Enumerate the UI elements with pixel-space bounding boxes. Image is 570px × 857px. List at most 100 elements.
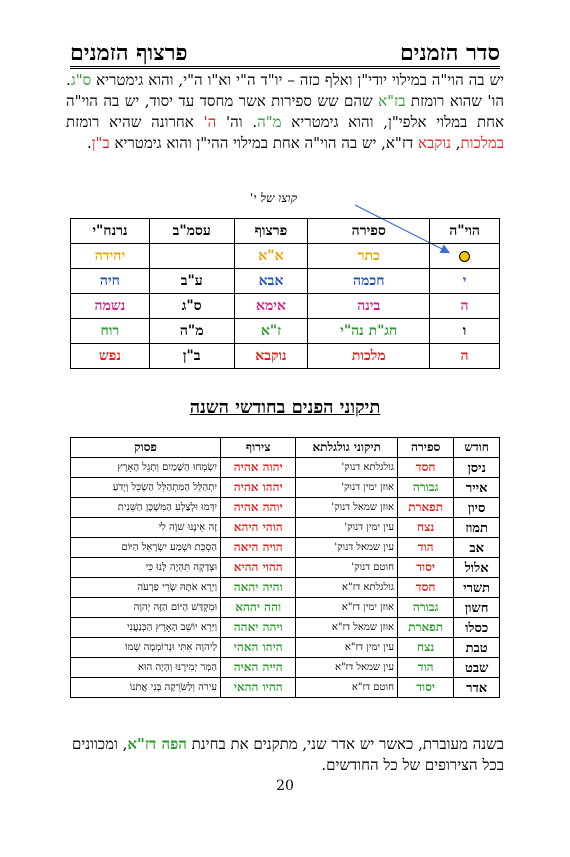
- footer-text-1: בשנה מעוברת, כאשר יש אדר שני, מתקנים את …: [186, 735, 504, 753]
- table-row: ניסן חסד גולגלתא דנוק' יהוה אהיה יִשְׂמְחוּ …: [69, 457, 500, 478]
- months-table: חודש ספירה תיקוני גולגלתא צירוף פסוק ניס…: [69, 437, 500, 698]
- intro-ban: ב"ן: [91, 134, 110, 152]
- table-row: אב הוד עין שמאל דנוק' הויה היאה הַסְכֵּת וּש…: [69, 537, 500, 558]
- table-cell: אב: [453, 537, 500, 558]
- table-cell: אייר: [453, 477, 500, 498]
- table-cell: עִירֹה וְלַשֹּׂרֵקָה בְּנִי אֲתֹנוֹ: [69, 677, 222, 698]
- table-row: אלול יסוד חוטם דנוק' ההוי ההיא וּצְדָקָה תִּ…: [69, 557, 500, 578]
- section-title: תיקוני הפנים בחודשי השנה: [189, 397, 381, 418]
- table-cell: הוהי היהא: [220, 517, 297, 538]
- table-cell: ז"א: [233, 318, 309, 344]
- table-cell: מלכות: [307, 343, 431, 369]
- table-cell: ההיו ההאי: [220, 677, 297, 698]
- table-cell: עין ימין דז"א: [295, 637, 399, 658]
- table-cell: נפש: [70, 343, 150, 369]
- table-cell: חסד: [397, 577, 455, 598]
- intro-heh: ה': [203, 113, 217, 131]
- table-cell: גבורה: [397, 597, 455, 618]
- hava-table-header: הוי"ה ספירה פרצוף עסמ"ב נרנח"י: [70, 218, 500, 244]
- table-cell: ויהה יאהה: [220, 617, 297, 638]
- table-cell: והיה יהאה: [220, 577, 297, 598]
- table-row: תמוז נצח עין ימין דנוק' הוהי היהא זֶה אֵינֶנ…: [69, 517, 500, 538]
- table-cell: רוח: [70, 318, 150, 344]
- table-row: ה בינה אימא ס"ג נשמה: [70, 293, 500, 319]
- intro-sag: ס"ג: [70, 71, 92, 89]
- table-cell: אבא: [233, 268, 309, 294]
- hava-col-sefira: ספירה: [307, 218, 431, 244]
- table-row: חשון גבורה אוזן ימין דז"א והה יההא וּמִקְדַּ…: [69, 597, 500, 618]
- table-cell: חסד: [397, 457, 455, 478]
- table-cell: תמוז: [453, 517, 500, 538]
- table-cell: הויה היאה: [220, 537, 297, 558]
- intro-text-5: אחרונה שהיא רומזת: [66, 113, 204, 131]
- intro-text-4: . וה': [216, 113, 258, 131]
- table-cell: א"א: [233, 243, 309, 269]
- hava-col-asmab: עסמ"ב: [148, 218, 235, 244]
- table-cell: אוזן ימין דנוק': [295, 477, 399, 498]
- table-cell: כתר: [307, 243, 431, 269]
- yud-tip-icon: [459, 250, 471, 262]
- table-cell: חשון: [453, 597, 500, 618]
- table-cell: טבת: [453, 637, 500, 658]
- header-title-left: פרצוף הזמנים: [70, 40, 188, 66]
- months-col-sefira: ספירה: [397, 437, 455, 458]
- table-cell: שבט: [453, 657, 500, 678]
- table-cell: ע"ב: [148, 268, 235, 294]
- table-cell: וּצְדָקָה תִּהְיֶה לָּנוּ כִּי: [69, 557, 222, 578]
- table-cell: ב"ן: [148, 343, 235, 369]
- intro-text-6: ,: [450, 134, 461, 152]
- header-title-right: סדר הזמנים: [399, 40, 500, 66]
- intro-za: בז"א: [378, 92, 406, 110]
- table-cell: עין ימין דנוק': [295, 517, 399, 538]
- months-col-pasuk: פסוק: [69, 437, 222, 458]
- footer-text-2: , ומכוונים בכל הצירופים של כל החודשים.: [71, 735, 504, 774]
- table-cell: [148, 243, 235, 269]
- table-row: כסלו תפארת אוזן שמאל דז"א ויהה יאהה וַיַּרְא…: [69, 617, 500, 638]
- intro-text-7: דז"א, יש בה הוי"ה אחת במילוי ההי"ן והוא …: [109, 134, 418, 152]
- table-cell: וּמִקְדַּשׁ הַיּוֹם הַזֶּה יְהוָה: [69, 597, 222, 618]
- table-cell: י: [429, 268, 500, 294]
- table-cell: יִשְׂמְחוּ הַשָּׁמַיִם וְתָגֵל הָאָרֶץ: [69, 457, 222, 478]
- table-cell: יִדְּמוּ וּלְצַלְעִ הַמִּשְׁכָּן הַשֵּׁנ…: [69, 497, 222, 518]
- yud-tip-circle: [429, 243, 500, 269]
- footer-paragraph: בשנה מעוברת, כאשר יש אדר שני, מתקנים את …: [66, 734, 504, 776]
- table-cell: ההוי ההיא: [220, 557, 297, 578]
- page-number: 20: [276, 778, 294, 794]
- table-cell: יהוה אהיה: [220, 457, 297, 478]
- table-cell: חיה: [70, 268, 150, 294]
- months-col-tzeruf: צירוף: [220, 437, 297, 458]
- table-cell: גולגלתא דז"א: [295, 577, 399, 598]
- hava-table: הוי"ה ספירה פרצוף עסמ"ב נרנח"י כתר א"א י…: [70, 218, 500, 369]
- table-cell: תשרי: [453, 577, 500, 598]
- table-cell: תפארת: [397, 497, 455, 518]
- months-col-month: חודש: [453, 437, 500, 458]
- table-cell: תפארת: [397, 617, 455, 638]
- table-cell: והה יההא: [220, 597, 297, 618]
- table-cell: אדר: [453, 677, 500, 698]
- table-cell: עין שמאל דז"א: [295, 657, 399, 678]
- table-cell: מ"ה: [148, 318, 235, 344]
- table-row: ה מלכות נוקבא ב"ן נפש: [70, 343, 500, 369]
- table-cell: הוד: [397, 657, 455, 678]
- table-cell: לַיהוָה אִתִּי וּנְרוֹמְמָה שְׁמוֹ: [69, 637, 222, 658]
- table-cell: עין שמאל דנוק': [295, 537, 399, 558]
- intro-text-2: . הו' שהוא רומזת: [66, 71, 504, 110]
- table-cell: וַיְרָא אֹתָהּ שָׂרֵי פַרְעֹה: [69, 577, 222, 598]
- table-cell: יִתְהַלֵּל הַמִּתְהַלֵּל הַשְׂכֵּל וְיָד…: [69, 477, 222, 498]
- intro-text-8: .: [86, 134, 92, 152]
- table-cell: ה: [429, 293, 500, 319]
- table-cell: יסוד: [397, 557, 455, 578]
- table-cell: אוזן שמאל דנוק': [295, 497, 399, 518]
- table-cell: כסלו: [453, 617, 500, 638]
- table-row: תשרי חסד גולגלתא דז"א והיה יהאה וַיְרָא אֹתָ…: [69, 577, 500, 598]
- table-cell: וַיַּרְא יוֹשֵׁב הָאָרֶץ הַכְּנַעֲנִי: [69, 617, 222, 638]
- table-cell: הוד: [397, 537, 455, 558]
- table-cell: יוהה אהיה: [220, 497, 297, 518]
- table-cell: זֶה אֵינֶנּוּ שׁוֶֹה לִי: [69, 517, 222, 538]
- page-header: סדר הזמנים פרצוף הזמנים: [70, 36, 500, 69]
- table-cell: הַסְכֵּת וּשְׁמַע יִשְׂרָאֵל הַיּוֹם: [69, 537, 222, 558]
- months-col-tikun: תיקוני גולגלתא: [295, 437, 399, 458]
- table-cell: חג"ת נה"י: [307, 318, 431, 344]
- table-cell: נשמה: [70, 293, 150, 319]
- table-cell: ה: [429, 343, 500, 369]
